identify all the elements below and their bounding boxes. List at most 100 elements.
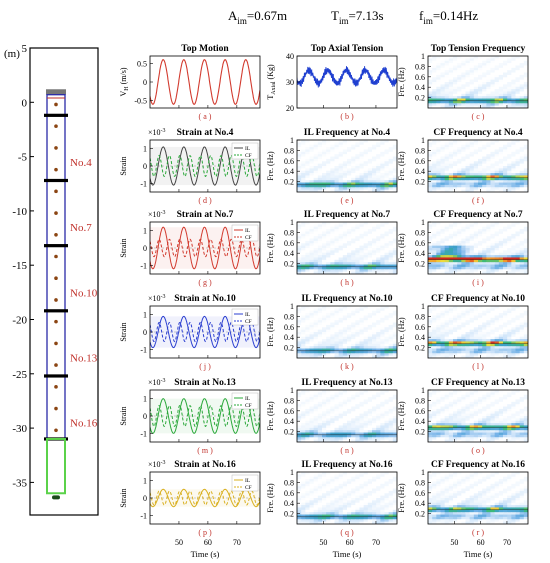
heatmap-cell bbox=[392, 248, 397, 251]
heatmap-cell bbox=[372, 161, 377, 165]
heatmap-cell bbox=[448, 222, 454, 225]
heatmap-cell bbox=[507, 154, 512, 157]
heatmap-cell bbox=[351, 177, 356, 181]
heatmap-cell bbox=[469, 257, 475, 261]
heatmap-cell bbox=[359, 413, 365, 417]
heatmap-cell bbox=[372, 310, 377, 314]
riser-node-label: No.16 bbox=[70, 418, 98, 430]
heatmap-cell bbox=[498, 161, 504, 165]
panel-title: Strain at No.13 bbox=[174, 378, 236, 388]
heatmap-cell bbox=[367, 154, 373, 157]
heatmap-cell bbox=[469, 100, 475, 104]
heatmap-cell bbox=[473, 343, 479, 347]
heatmap-cell bbox=[494, 84, 500, 88]
y-tick-label: 0.4 bbox=[284, 333, 294, 342]
heatmap-cell bbox=[305, 353, 310, 357]
heatmap-cell bbox=[317, 224, 323, 228]
heatmap-cell bbox=[347, 245, 352, 249]
heatmap-cell bbox=[380, 310, 385, 314]
y-axis-label: Fre. (Hz) bbox=[266, 233, 275, 263]
heatmap-cell bbox=[440, 240, 446, 244]
heatmap-cell bbox=[301, 437, 306, 441]
heatmap-cell bbox=[490, 401, 496, 405]
heatmap-cell bbox=[380, 308, 385, 312]
heatmap-cell bbox=[372, 332, 377, 335]
heatmap-cell bbox=[457, 332, 462, 335]
heatmap-cell bbox=[388, 350, 394, 354]
heatmap-cell bbox=[498, 427, 504, 431]
heatmap-cell bbox=[347, 180, 352, 183]
heatmap-cell bbox=[511, 58, 516, 62]
heatmap-cell bbox=[494, 406, 500, 410]
heatmap-cell bbox=[380, 341, 385, 345]
heatmap-cell bbox=[301, 308, 306, 312]
heatmap-cell bbox=[432, 350, 437, 354]
heatmap-cell bbox=[482, 343, 487, 347]
heatmap-cell bbox=[392, 355, 397, 358]
heatmap-cell bbox=[523, 79, 528, 83]
heatmap-cell bbox=[392, 425, 397, 429]
heatmap-cell bbox=[515, 226, 521, 230]
heatmap-cell bbox=[461, 394, 466, 398]
heatmap-cell bbox=[330, 180, 335, 183]
heatmap-cell bbox=[305, 248, 310, 251]
heatmap-cell bbox=[461, 348, 466, 352]
heatmap-cell bbox=[440, 79, 446, 83]
riser-node-dot bbox=[54, 385, 58, 389]
heatmap-cell bbox=[376, 341, 381, 345]
heatmap-cell bbox=[301, 177, 306, 181]
heatmap-cell bbox=[359, 390, 365, 393]
heatmap-cell bbox=[498, 264, 504, 268]
heatmap-cell bbox=[482, 425, 487, 429]
heatmap-cell bbox=[453, 222, 458, 225]
heatmap-cell bbox=[490, 394, 496, 398]
heatmap-cell bbox=[490, 63, 496, 66]
heatmap-cell bbox=[478, 226, 483, 230]
heatmap-cell bbox=[309, 427, 315, 431]
heatmap-cell bbox=[347, 187, 352, 191]
panel-caption: ( f ) bbox=[472, 196, 484, 205]
heatmap-cell bbox=[486, 67, 491, 71]
heatmap-cell bbox=[342, 257, 348, 261]
heatmap-cell bbox=[388, 158, 394, 162]
heatmap-cell bbox=[465, 262, 471, 265]
heatmap-cell bbox=[392, 430, 397, 433]
heatmap-cell bbox=[469, 91, 475, 95]
heatmap-cell bbox=[440, 82, 446, 85]
heatmap-cell bbox=[453, 416, 458, 419]
heatmap-cell bbox=[432, 336, 437, 340]
heatmap-cell bbox=[347, 336, 352, 340]
heatmap-cell bbox=[465, 271, 471, 274]
heatmap-cell bbox=[392, 423, 397, 426]
heatmap-cell bbox=[519, 243, 525, 247]
y-tick-label: 0.6 bbox=[284, 239, 294, 248]
heatmap-cell bbox=[478, 324, 483, 328]
heatmap-cell bbox=[453, 317, 458, 321]
panel-caption: ( c ) bbox=[472, 112, 485, 121]
heatmap-cell bbox=[313, 430, 319, 433]
heatmap-cell bbox=[444, 105, 450, 108]
heatmap-cell bbox=[355, 248, 360, 251]
heatmap-cell bbox=[342, 430, 348, 433]
heatmap-cell bbox=[469, 77, 475, 81]
heatmap-cell bbox=[313, 317, 319, 321]
heatmap-cell bbox=[448, 327, 454, 331]
heatmap-cell bbox=[515, 175, 521, 179]
heatmap-cell bbox=[494, 418, 500, 422]
heatmap-cell bbox=[305, 313, 310, 316]
heatmap-cell bbox=[342, 222, 348, 225]
heatmap-cell bbox=[473, 231, 479, 235]
heatmap-cell bbox=[448, 259, 454, 263]
heatmap-cell bbox=[363, 437, 369, 441]
heatmap-cell bbox=[330, 161, 335, 165]
heatmap-cell bbox=[351, 353, 356, 357]
heatmap-cell bbox=[486, 226, 491, 230]
heatmap-cell bbox=[448, 245, 454, 249]
heatmap-cell bbox=[376, 320, 381, 323]
heatmap-cell bbox=[436, 163, 441, 167]
heatmap-cell bbox=[490, 257, 496, 261]
heatmap-cell bbox=[367, 437, 373, 441]
heatmap-cell bbox=[432, 72, 437, 76]
figure-header: Aim=0.67m Tim=7.13s fim=0.14Hz bbox=[228, 8, 478, 26]
heatmap-cell bbox=[440, 65, 446, 69]
